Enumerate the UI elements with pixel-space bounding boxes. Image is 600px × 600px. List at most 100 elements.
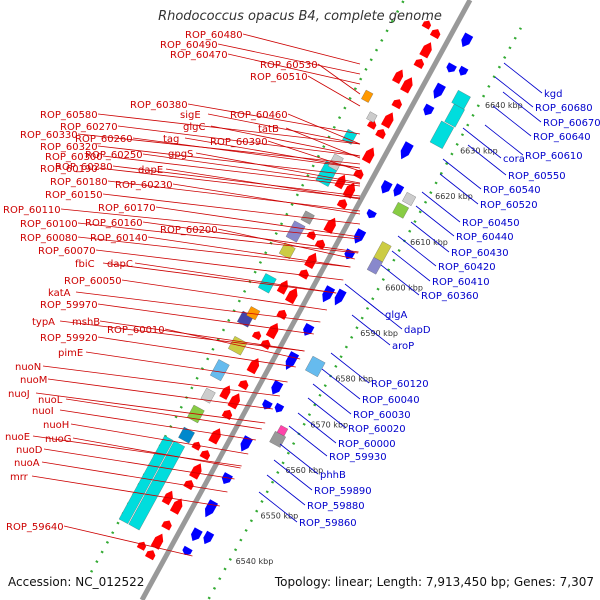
- forward-label-connector: [97, 167, 361, 199]
- functional-annotation-box: [444, 103, 465, 128]
- genome-summary-text: Topology: linear; Length: 7,913,450 bp; …: [274, 575, 594, 589]
- forward-gene-label: ROP_60250: [85, 150, 143, 161]
- forward-gene-arrow: [413, 58, 425, 69]
- position-tick-label: 6550 kbp: [261, 512, 299, 521]
- forward-label-connector: [134, 262, 337, 294]
- forward-label-connector: [59, 320, 305, 352]
- forward-gene-label: nuoL: [38, 395, 63, 406]
- forward-gene-arrow: [219, 385, 231, 400]
- forward-gene-label: ROP_60490: [160, 40, 218, 51]
- functional-annotation-box: [429, 120, 455, 149]
- forward-label-connector: [77, 236, 351, 268]
- reverse-gene-label: ROP_59890: [314, 486, 372, 497]
- forward-label-connector: [102, 193, 361, 225]
- forward-gene-label: ROP_60270: [60, 122, 118, 133]
- forward-label-connector: [95, 249, 344, 281]
- forward-gene-arrow: [199, 450, 211, 461]
- forward-gene-arrow: [136, 541, 147, 551]
- forward-gene-arrow: [429, 29, 441, 40]
- genome-backbone: [139, 0, 473, 600]
- forward-gene-arrow: [375, 129, 386, 140]
- forward-label-connector: [112, 165, 361, 197]
- forward-gene-arrow: [285, 287, 298, 305]
- reverse-label-connector: [410, 221, 450, 253]
- reverse-gene-arrow: [334, 288, 347, 306]
- reverse-gene-label: glgA: [385, 310, 407, 321]
- forward-gene-arrow: [265, 323, 279, 340]
- reverse-label-connector: [462, 127, 502, 159]
- reverse-gene-label: cora: [503, 154, 525, 165]
- forward-gene-label: ROP_60050: [64, 276, 122, 287]
- reverse-label-connector: [258, 491, 298, 523]
- reverse-label-connector: [484, 124, 524, 156]
- forward-label-connector: [267, 140, 361, 172]
- reverse-gene-label: ROP_60360: [421, 291, 479, 302]
- forward-label-connector: [107, 180, 361, 212]
- reverse-label-connector: [307, 397, 347, 429]
- figure-title: Rhodococcus opacus B4, complete genome: [158, 9, 442, 24]
- forward-gene-arrow: [392, 69, 404, 84]
- forward-gene-label: ROP_60070: [38, 246, 96, 257]
- forward-gene-label: tag: [163, 134, 179, 145]
- forward-gene-arrow: [183, 480, 194, 491]
- reverse-gene-arrow: [354, 228, 367, 244]
- forward-gene-arrow: [251, 331, 262, 341]
- forward-label-connector: [102, 155, 361, 187]
- reverse-gene-arrow: [458, 65, 469, 76]
- forward-gene-label: tatB: [258, 124, 279, 135]
- reverse-label-connector: [439, 173, 479, 205]
- reverse-gene-label: ROP_60610: [525, 151, 583, 162]
- reverse-label-connector: [442, 158, 482, 190]
- reverse-gene-arrow: [461, 32, 474, 47]
- forward-gene-arrow: [367, 120, 377, 130]
- forward-gene-label: mshB: [72, 317, 100, 328]
- reverse-gene-label: ROP_59860: [299, 518, 357, 529]
- left-dotted-guide: [90, 0, 406, 573]
- reverse-gene-arrow: [433, 82, 446, 99]
- reverse-gene-label: ROP_60410: [432, 277, 490, 288]
- forward-gene-arrow: [221, 409, 233, 420]
- reverse-label-connector: [312, 383, 352, 415]
- forward-gene-arrow: [150, 533, 164, 550]
- forward-gene-arrow: [191, 441, 201, 451]
- forward-label-connector: [217, 43, 361, 75]
- forward-gene-label: ROP_60470: [170, 50, 228, 61]
- forward-gene-label: ROP_60330: [20, 130, 78, 141]
- reverse-gene-label: phhB: [320, 470, 346, 481]
- forward-gene-label: ROP_60510: [250, 72, 308, 83]
- reverse-gene-arrow: [271, 380, 284, 395]
- reverse-gene-label: ROP_60030: [353, 410, 411, 421]
- forward-gene-arrow: [400, 77, 413, 94]
- reverse-gene-label: ROP_60120: [371, 379, 429, 390]
- forward-label-connector: [97, 303, 314, 335]
- forward-gene-arrow: [336, 199, 348, 210]
- forward-label-connector: [32, 435, 242, 467]
- forward-gene-arrow: [298, 269, 309, 280]
- forward-gene-label: ROP_60260: [75, 134, 133, 145]
- position-tick-label: 6570 kbp: [310, 420, 348, 429]
- forward-gene-label: nuoN: [15, 362, 41, 373]
- forward-label-connector: [97, 113, 361, 145]
- forward-gene-label: ROP_59970: [40, 300, 98, 311]
- reverse-gene-label: ROP_60670: [543, 118, 600, 129]
- forward-gene-label: ROP_60080: [20, 233, 78, 244]
- forward-gene-arrow: [161, 520, 172, 531]
- forward-label-connector: [63, 525, 193, 557]
- forward-gene-label: ROP_60140: [90, 233, 148, 244]
- forward-label-connector: [85, 351, 288, 383]
- functional-annotation-box: [257, 273, 277, 294]
- forward-label-connector: [307, 75, 361, 107]
- position-tick-label: 6620 kbp: [435, 192, 473, 201]
- functional-annotation-box: [118, 435, 174, 525]
- forward-gene-label: fbiC: [75, 259, 95, 270]
- functional-annotation-box: [276, 424, 289, 437]
- forward-label-connector: [75, 291, 321, 323]
- right-dotted-guide: [206, 27, 522, 600]
- functional-annotation-box: [285, 220, 306, 243]
- forward-label-connector: [207, 113, 361, 145]
- forward-gene-label: mrr: [10, 472, 29, 483]
- forward-label-connector: [195, 152, 361, 184]
- forward-gene-arrow: [381, 112, 394, 129]
- reverse-gene-arrow: [182, 545, 193, 555]
